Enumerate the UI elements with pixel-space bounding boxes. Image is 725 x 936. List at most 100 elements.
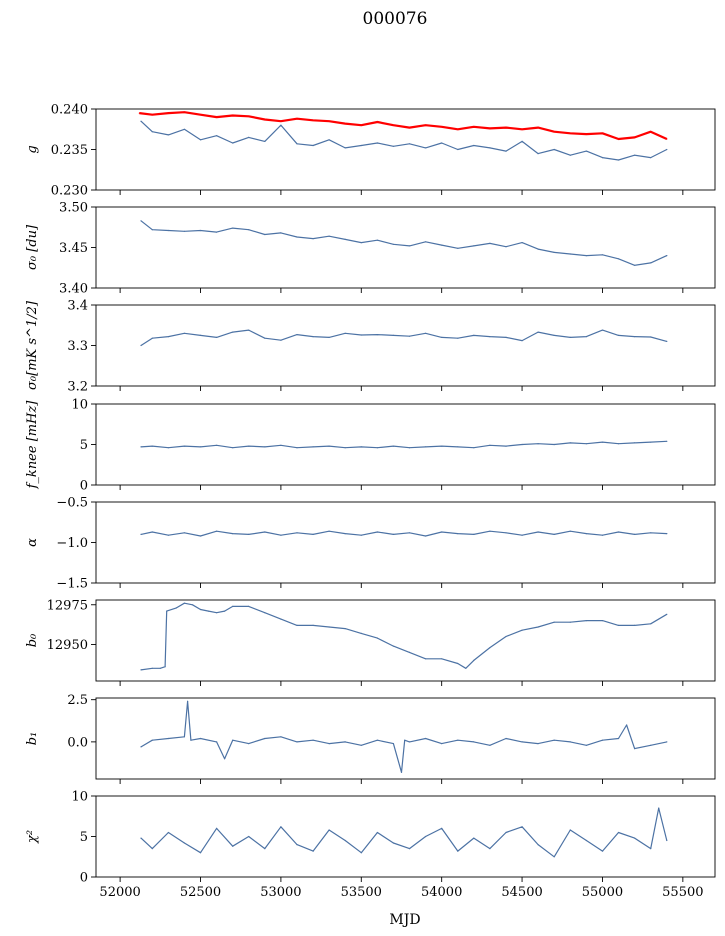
- data-point: [666, 340, 668, 342]
- data-point: [392, 533, 394, 536]
- panel-8: 0 5 10 52000 52500 53000 53500 54000 54500 55000 5…: [25, 790, 716, 900]
- data-point: [140, 533, 142, 536]
- data-point: [360, 534, 362, 536]
- data-point: [199, 535, 202, 537]
- data-point: [441, 244, 443, 246]
- data-point: [376, 447, 378, 449]
- data-point: [392, 145, 394, 147]
- data-point: [296, 532, 298, 534]
- data-point: [553, 533, 555, 536]
- data-point: [601, 329, 604, 331]
- y-axis-label: α: [25, 538, 40, 547]
- data-point: [634, 154, 636, 156]
- data-point: [553, 131, 555, 133]
- data-point: [489, 647, 491, 649]
- data-point: [441, 445, 443, 447]
- data-point: [650, 157, 652, 159]
- data-point: [183, 230, 185, 232]
- data-point: [167, 134, 169, 136]
- data-point: [280, 736, 282, 738]
- y-tick-label: 3.45: [59, 241, 88, 256]
- data-point: [151, 531, 153, 533]
- data-point: [175, 607, 177, 609]
- data-point: [489, 242, 491, 244]
- data-point: [666, 613, 668, 615]
- data-point: [190, 739, 192, 741]
- data-point: [400, 771, 403, 773]
- data-point: [216, 231, 218, 233]
- data-point: [183, 445, 185, 447]
- axes-frame: [95, 108, 716, 191]
- data-point: [569, 530, 571, 532]
- series-line-8-1: [140, 807, 668, 858]
- data-point: [232, 227, 234, 229]
- data-point: [425, 535, 427, 537]
- data-point: [280, 618, 282, 620]
- data-point: [360, 744, 362, 746]
- data-point: [280, 124, 282, 126]
- axes-frame: [95, 206, 716, 289]
- data-point: [183, 532, 185, 534]
- data-point: [666, 741, 668, 743]
- panel-4: 0 5 10 f_knee [mHz]: [25, 398, 716, 494]
- data-point: [585, 150, 588, 152]
- data-point: [264, 446, 266, 448]
- data-point: [392, 124, 394, 126]
- series-line-1-2: [139, 111, 668, 141]
- y-tick-label: 0: [80, 479, 88, 494]
- data-point: [457, 850, 459, 852]
- data-point: [264, 233, 266, 236]
- data-point: [140, 220, 142, 222]
- data-point: [521, 340, 523, 342]
- data-point: [199, 114, 202, 116]
- data-point: [376, 142, 378, 144]
- data-point: [585, 336, 588, 338]
- data-point: [473, 741, 475, 743]
- data-point: [441, 658, 443, 660]
- data-point: [601, 620, 604, 622]
- axes-frame: [95, 501, 716, 584]
- data-point: [183, 842, 185, 844]
- data-point: [408, 532, 411, 534]
- data-point: [617, 334, 620, 336]
- data-point: [473, 245, 475, 247]
- data-point: [489, 127, 491, 129]
- data-point: [167, 534, 169, 536]
- data-point: [248, 136, 250, 138]
- data-point: [408, 245, 411, 247]
- data-point: [312, 624, 314, 627]
- data-point: [585, 533, 588, 535]
- data-point: [183, 111, 185, 113]
- data-point: [328, 743, 330, 745]
- data-point: [166, 610, 168, 612]
- data-point: [296, 741, 298, 743]
- data-point: [408, 127, 411, 129]
- panel-7: 0.0 2.5 b₁: [25, 693, 716, 784]
- data-point: [312, 238, 314, 240]
- y-tick-label: 10: [71, 398, 88, 413]
- data-point: [360, 446, 362, 448]
- data-point: [151, 229, 153, 231]
- data-point: [264, 118, 266, 121]
- data-point: [617, 624, 620, 627]
- data-point: [537, 443, 539, 445]
- data-point: [650, 848, 652, 850]
- series-line-1-1: [140, 120, 668, 161]
- y-tick-label: 3.2: [67, 380, 88, 395]
- data-point: [264, 140, 266, 142]
- data-point: [216, 135, 218, 137]
- data-point: [457, 739, 459, 741]
- data-point: [376, 831, 378, 834]
- data-point: [280, 339, 282, 341]
- data-point: [473, 447, 475, 449]
- data-point: [473, 126, 475, 128]
- data-point: [232, 533, 234, 535]
- data-point: [183, 128, 185, 130]
- data-point: [360, 144, 362, 147]
- data-point: [151, 667, 153, 669]
- data-point: [457, 128, 459, 130]
- data-point: [457, 148, 459, 151]
- data-point: [187, 700, 189, 703]
- data-point: [328, 530, 330, 532]
- data-point: [140, 669, 142, 671]
